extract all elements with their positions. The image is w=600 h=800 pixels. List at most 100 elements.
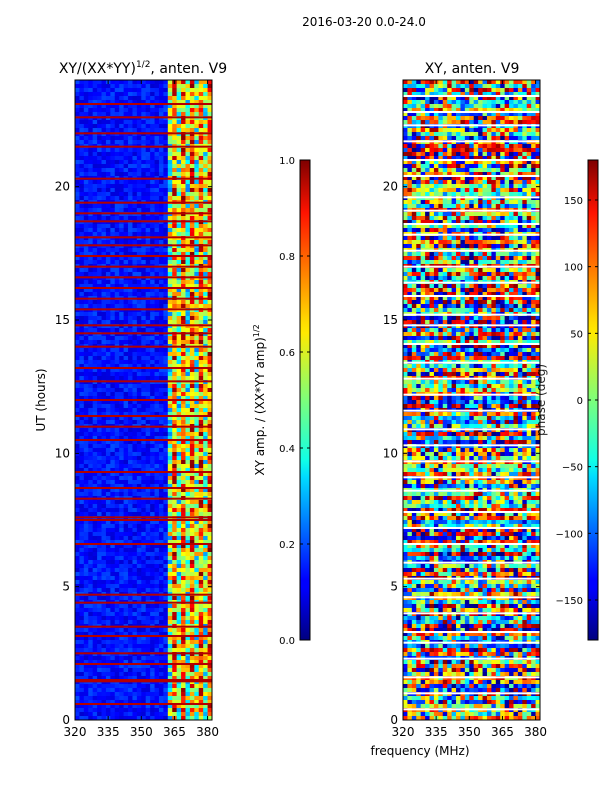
- amp-cell: [145, 700, 151, 705]
- amp-cell: [114, 564, 120, 569]
- amp-cell: [75, 288, 80, 293]
- amp-cell: [172, 92, 178, 97]
- amp-cell: [114, 464, 120, 469]
- amp-cell: [163, 140, 169, 145]
- amp-cell: [198, 660, 204, 665]
- amp-cell: [101, 352, 107, 357]
- amp-cell: [176, 160, 182, 165]
- amp-cell: [88, 560, 94, 565]
- amp-cell: [92, 392, 98, 397]
- amp-cell: [185, 312, 191, 317]
- amp-cell: [203, 288, 208, 293]
- amp-cell: [185, 656, 191, 661]
- amp-cell: [97, 80, 102, 85]
- amp-cell: [145, 580, 151, 585]
- amp-cell: [105, 684, 111, 689]
- amp-cell: [92, 92, 98, 97]
- amp-cell: [176, 588, 182, 593]
- amp-cell: [123, 352, 129, 357]
- amp-cell: [167, 488, 173, 493]
- amp-cell: [207, 644, 213, 649]
- amp-cell: [181, 668, 186, 673]
- amp-cell: [114, 548, 120, 553]
- amp-cell: [176, 364, 182, 369]
- amp-cell: [101, 548, 107, 553]
- amp-cell: [110, 448, 116, 453]
- amp-cell: [132, 184, 138, 189]
- amp-cell: [198, 552, 204, 557]
- amp-cell: [150, 656, 155, 661]
- amp-cell: [136, 328, 142, 333]
- amp-cell: [189, 164, 195, 169]
- amp-cell: [176, 416, 182, 421]
- amp-cell: [154, 460, 160, 465]
- amp-cell: [145, 148, 151, 153]
- amp-cell: [172, 448, 178, 453]
- amp-cell: [172, 620, 178, 625]
- amp-cell: [145, 184, 151, 189]
- amp-cell: [75, 696, 80, 701]
- amp-cell: [136, 604, 142, 609]
- amp-cell: [97, 548, 102, 553]
- amp-panel-title: XY/(XX*YY)1/2, anten. V9: [59, 60, 227, 77]
- amp-cell: [150, 372, 155, 377]
- amp-cell: [198, 364, 204, 369]
- amp-cell: [185, 328, 191, 333]
- amp-cell: [132, 384, 138, 389]
- amp-cell: [128, 388, 133, 393]
- amp-cell: [167, 428, 173, 433]
- amp-cell: [136, 540, 142, 545]
- amp-cell: [194, 552, 200, 557]
- amp-cell: [145, 436, 151, 441]
- amp-cell: [141, 92, 147, 97]
- amp-cell: [79, 228, 85, 233]
- amp-cell: [189, 596, 195, 601]
- amp-cell: [158, 636, 164, 641]
- amp-cell: [163, 644, 169, 649]
- amp-cell: [110, 588, 116, 593]
- amp-cell: [136, 536, 142, 541]
- amp-cell: [75, 196, 80, 201]
- amp-cell: [83, 340, 89, 345]
- amp-cell: [101, 316, 107, 321]
- amp-cell: [141, 540, 147, 545]
- amp-cell: [145, 100, 151, 105]
- amp-cell: [110, 120, 116, 125]
- amp-cell: [75, 700, 80, 705]
- amp-cell: [97, 280, 102, 285]
- amp-cell: [92, 668, 98, 673]
- amp-cell: [172, 192, 178, 197]
- amp-cell: [114, 260, 120, 265]
- amp-cell: [114, 228, 120, 233]
- amp-cell: [101, 80, 107, 85]
- amp-cell: [83, 584, 89, 589]
- amp-cell: [181, 616, 186, 621]
- amp-cell: [150, 492, 155, 497]
- amp-cell: [158, 708, 164, 713]
- amp-cell: [203, 388, 208, 393]
- amp-cell: [203, 492, 208, 497]
- amp-cell: [154, 384, 160, 389]
- amp-cell: [136, 700, 142, 705]
- amp-cell: [136, 660, 142, 665]
- amp-cell: [79, 232, 85, 237]
- amp-cell: [105, 464, 111, 469]
- amp-cell: [132, 280, 138, 285]
- amp-cell: [145, 272, 151, 277]
- amp-cell: [181, 464, 186, 469]
- amp-flagged-row: [75, 497, 212, 500]
- amp-cell: [75, 556, 80, 561]
- amp-cell: [198, 208, 204, 213]
- amp-cell: [189, 320, 195, 325]
- amp-cell: [207, 456, 213, 461]
- amp-cell: [75, 368, 80, 373]
- amp-cell: [119, 252, 125, 257]
- amp-cell: [194, 124, 200, 129]
- amp-cell: [189, 400, 195, 405]
- amp-cell: [203, 152, 208, 157]
- amp-cell: [132, 464, 138, 469]
- amp-cell: [132, 168, 138, 173]
- amp-cell: [141, 112, 147, 117]
- amp-cell: [136, 476, 142, 481]
- amp-cell: [105, 500, 111, 505]
